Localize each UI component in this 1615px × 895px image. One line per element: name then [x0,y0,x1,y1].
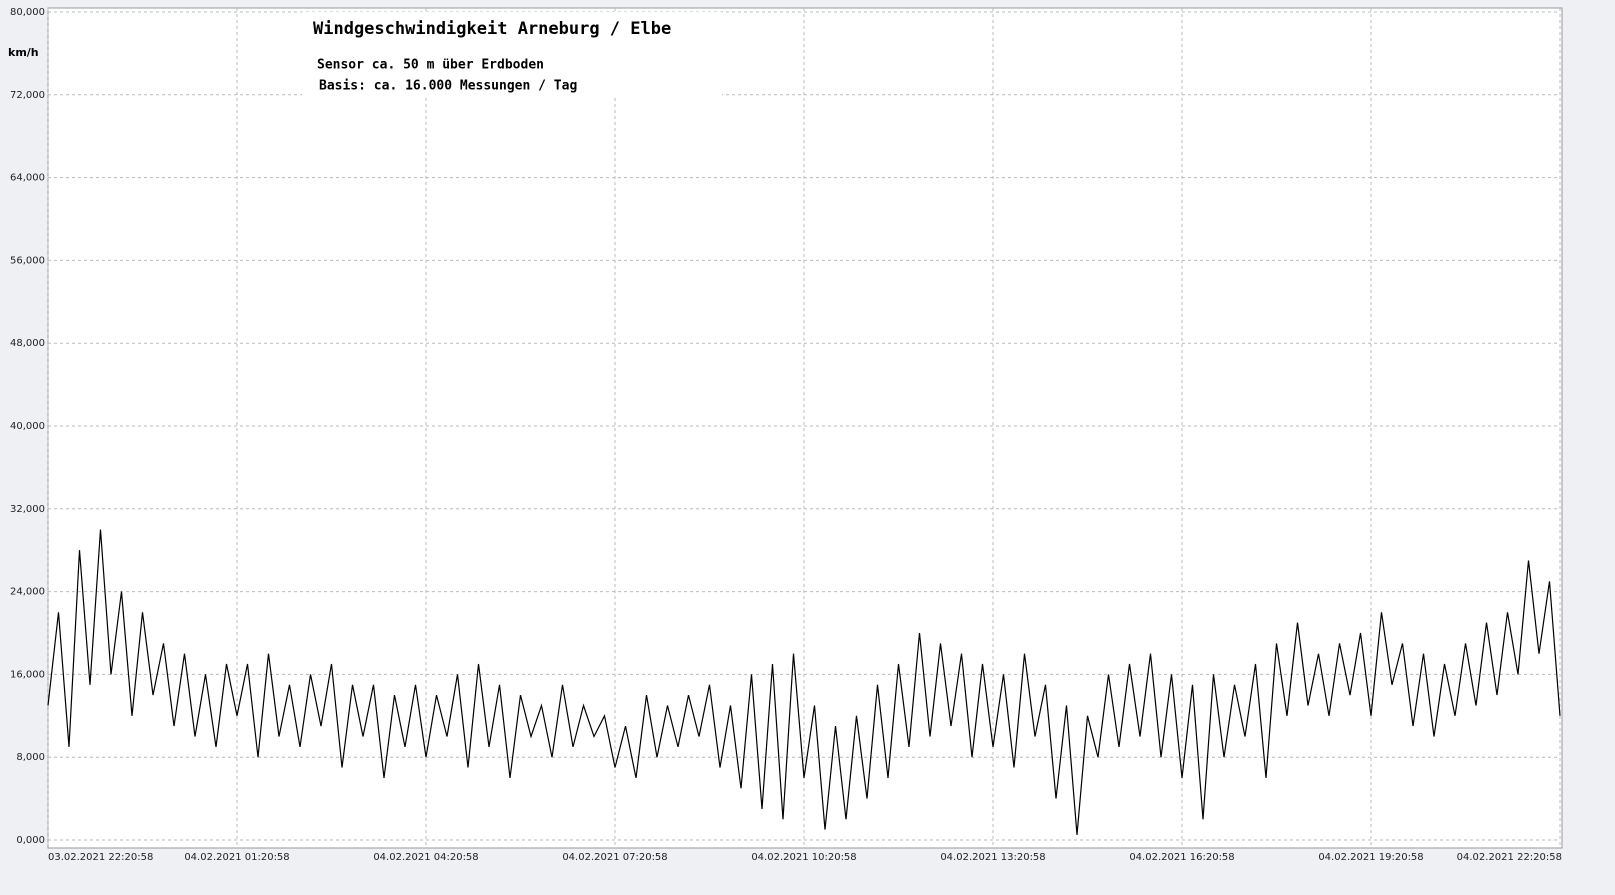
y-tick-label: 40,000 [10,421,45,432]
y-axis-label: km/h [8,46,39,59]
plot-area [47,7,1563,849]
y-tick-label: 48,000 [10,338,45,349]
y-tick-label: 24,000 [10,587,45,598]
x-tick-label: 04.02.2021 22:20:58 [1457,852,1562,863]
y-tick-label: 80,000 [10,7,45,18]
x-tick-label: 03.02.2021 22:20:58 [48,852,153,863]
y-tick-label: 8,000 [16,752,45,763]
y-tick-label: 64,000 [10,173,45,184]
chart-title: Windgeschwindigkeit Arneburg / Elbe [313,19,671,39]
y-tick-label: 0,000 [16,835,45,846]
x-tick-label: 04.02.2021 01:20:58 [184,852,289,863]
y-tick-label: 16,000 [10,669,45,680]
data-line [47,529,1561,835]
x-tick-label: 04.02.2021 07:20:58 [562,852,667,863]
x-tick-label: 04.02.2021 10:20:58 [751,852,856,863]
x-tick-label: 04.02.2021 16:20:58 [1129,852,1234,863]
grid [47,8,1561,848]
x-tick-label: 04.02.2021 19:20:58 [1318,852,1423,863]
y-tick-label: 32,000 [10,504,45,515]
x-tick-label: 04.02.2021 13:20:58 [940,852,1045,863]
subtitle: Sensor ca. 50 m über Erdboden [317,58,544,73]
title-box [302,12,722,98]
subtitle: Basis: ca. 16.000 Messungen / Tag [319,79,577,94]
y-tick-label: 72,000 [10,90,45,101]
y-tick-label: 56,000 [10,255,45,266]
x-tick-label: 04.02.2021 04:20:58 [373,852,478,863]
